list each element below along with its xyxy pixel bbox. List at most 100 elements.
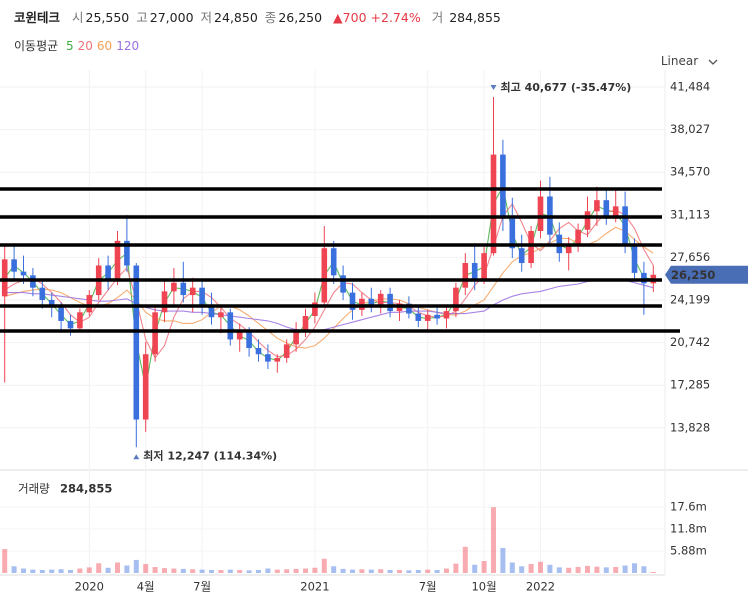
- candle-body: [142, 354, 149, 420]
- volume-bar: [368, 569, 374, 573]
- x-tick-label: 2020: [75, 580, 104, 594]
- low-marker: [133, 454, 140, 460]
- candle-body: [218, 312, 224, 318]
- candle-body: [471, 263, 478, 280]
- x-tick-label: 4월: [137, 580, 155, 594]
- x-tick-label: 7월: [419, 580, 437, 594]
- candle-body: [20, 271, 27, 276]
- volume-bar: [2, 549, 8, 573]
- volume-bar: [575, 567, 581, 573]
- volume-bar: [594, 566, 600, 573]
- volume-bar: [491, 507, 496, 573]
- ma-line: [4, 202, 654, 359]
- volume-bar: [622, 565, 628, 573]
- scale-label: Linear: [660, 54, 699, 68]
- volume-bar: [30, 569, 36, 573]
- candle-body: [547, 196, 553, 235]
- volume-bar: [378, 569, 384, 573]
- candle-body: [528, 230, 534, 264]
- volume-bar: [227, 569, 233, 573]
- volume-bar: [115, 562, 120, 573]
- candle-body: [321, 248, 328, 303]
- y-tick-label: 24,199: [670, 293, 710, 307]
- candle-body: [340, 275, 346, 293]
- volume-bar: [434, 570, 440, 573]
- volume-bar: [199, 569, 205, 573]
- ma-legend-entry: 120: [116, 39, 140, 53]
- volume-bar: [321, 558, 327, 573]
- field-value: 27,000: [149, 10, 194, 25]
- candle-body: [443, 311, 450, 319]
- ma-line: [4, 278, 654, 332]
- candle-body: [396, 303, 403, 312]
- high-note: 최고 40,677 (-35.47%): [501, 80, 632, 94]
- candle-body: [575, 229, 581, 245]
- volume-bar: [519, 566, 525, 573]
- candle-body: [556, 234, 563, 254]
- volume-bar: [58, 569, 64, 573]
- volume-bar: [246, 570, 252, 573]
- candle-body: [86, 295, 93, 313]
- volume-bar: [105, 567, 111, 573]
- scale-toggle[interactable]: Linear: [661, 54, 718, 68]
- candle-body: [199, 287, 205, 308]
- volume-total: 284,855: [60, 482, 112, 496]
- change-pct: +2.74%: [370, 10, 421, 25]
- volume-bar: [350, 569, 355, 573]
- volume-bar: [218, 570, 224, 573]
- volume-bar: [359, 569, 365, 573]
- volume-bar: [556, 567, 562, 573]
- candle-body: [105, 265, 111, 281]
- candle-body: [330, 248, 337, 276]
- candle-body: [612, 206, 619, 219]
- candle-body: [650, 274, 657, 284]
- price-tag-label: 26,250: [671, 268, 715, 282]
- volume-bar: [39, 570, 45, 573]
- volume-bar: [415, 570, 421, 573]
- candle-body: [283, 344, 290, 358]
- candle-body: [349, 292, 356, 310]
- volume-bar: [603, 567, 609, 573]
- volume-bar: [133, 559, 139, 573]
- volume-bar: [124, 565, 130, 573]
- volume-bar: [171, 568, 177, 573]
- candle-body: [500, 154, 506, 219]
- candle-body: [565, 244, 572, 254]
- ma-legend-entry: 60: [96, 39, 113, 53]
- field-label: 저: [200, 10, 213, 25]
- volume-bar: [331, 566, 337, 573]
- candle-body: [518, 248, 525, 264]
- candle-body: [631, 245, 638, 273]
- volume-bar: [303, 568, 308, 573]
- volume-bar: [585, 565, 590, 573]
- field-label: 종: [264, 10, 277, 25]
- volume-bar: [641, 566, 647, 573]
- candle-body: [462, 263, 469, 288]
- volume-bar: [152, 567, 158, 573]
- ma-line: [4, 185, 654, 388]
- volume-bar: [237, 570, 243, 573]
- candle-body: [641, 272, 647, 284]
- ma-legend[interactable]: 이동평균 5 20 60 120: [14, 37, 143, 54]
- candle-body: [236, 332, 243, 340]
- volume-bar: [293, 568, 299, 573]
- candle-body: [48, 299, 55, 308]
- volume-bar: [312, 567, 318, 573]
- volume-value: 284,855: [449, 10, 501, 25]
- volume-label: 거: [431, 10, 444, 25]
- volume-bar: [538, 561, 543, 573]
- price-tag: [665, 265, 748, 284]
- candle-body: [152, 312, 158, 355]
- candle-body: [293, 329, 299, 345]
- volume-bar: [387, 570, 393, 573]
- candle-body: [265, 354, 271, 362]
- field-value: 25,550: [85, 10, 130, 25]
- header: 코윈테크 시 25,550 고 27,000 저 24,850 종 26,250 ▲700 +…: [14, 7, 508, 26]
- volume-bar: [256, 570, 261, 573]
- candle-body: [227, 312, 234, 340]
- volume-bar: [86, 567, 92, 573]
- volume-bar: [49, 569, 55, 573]
- candle-body: [95, 265, 102, 296]
